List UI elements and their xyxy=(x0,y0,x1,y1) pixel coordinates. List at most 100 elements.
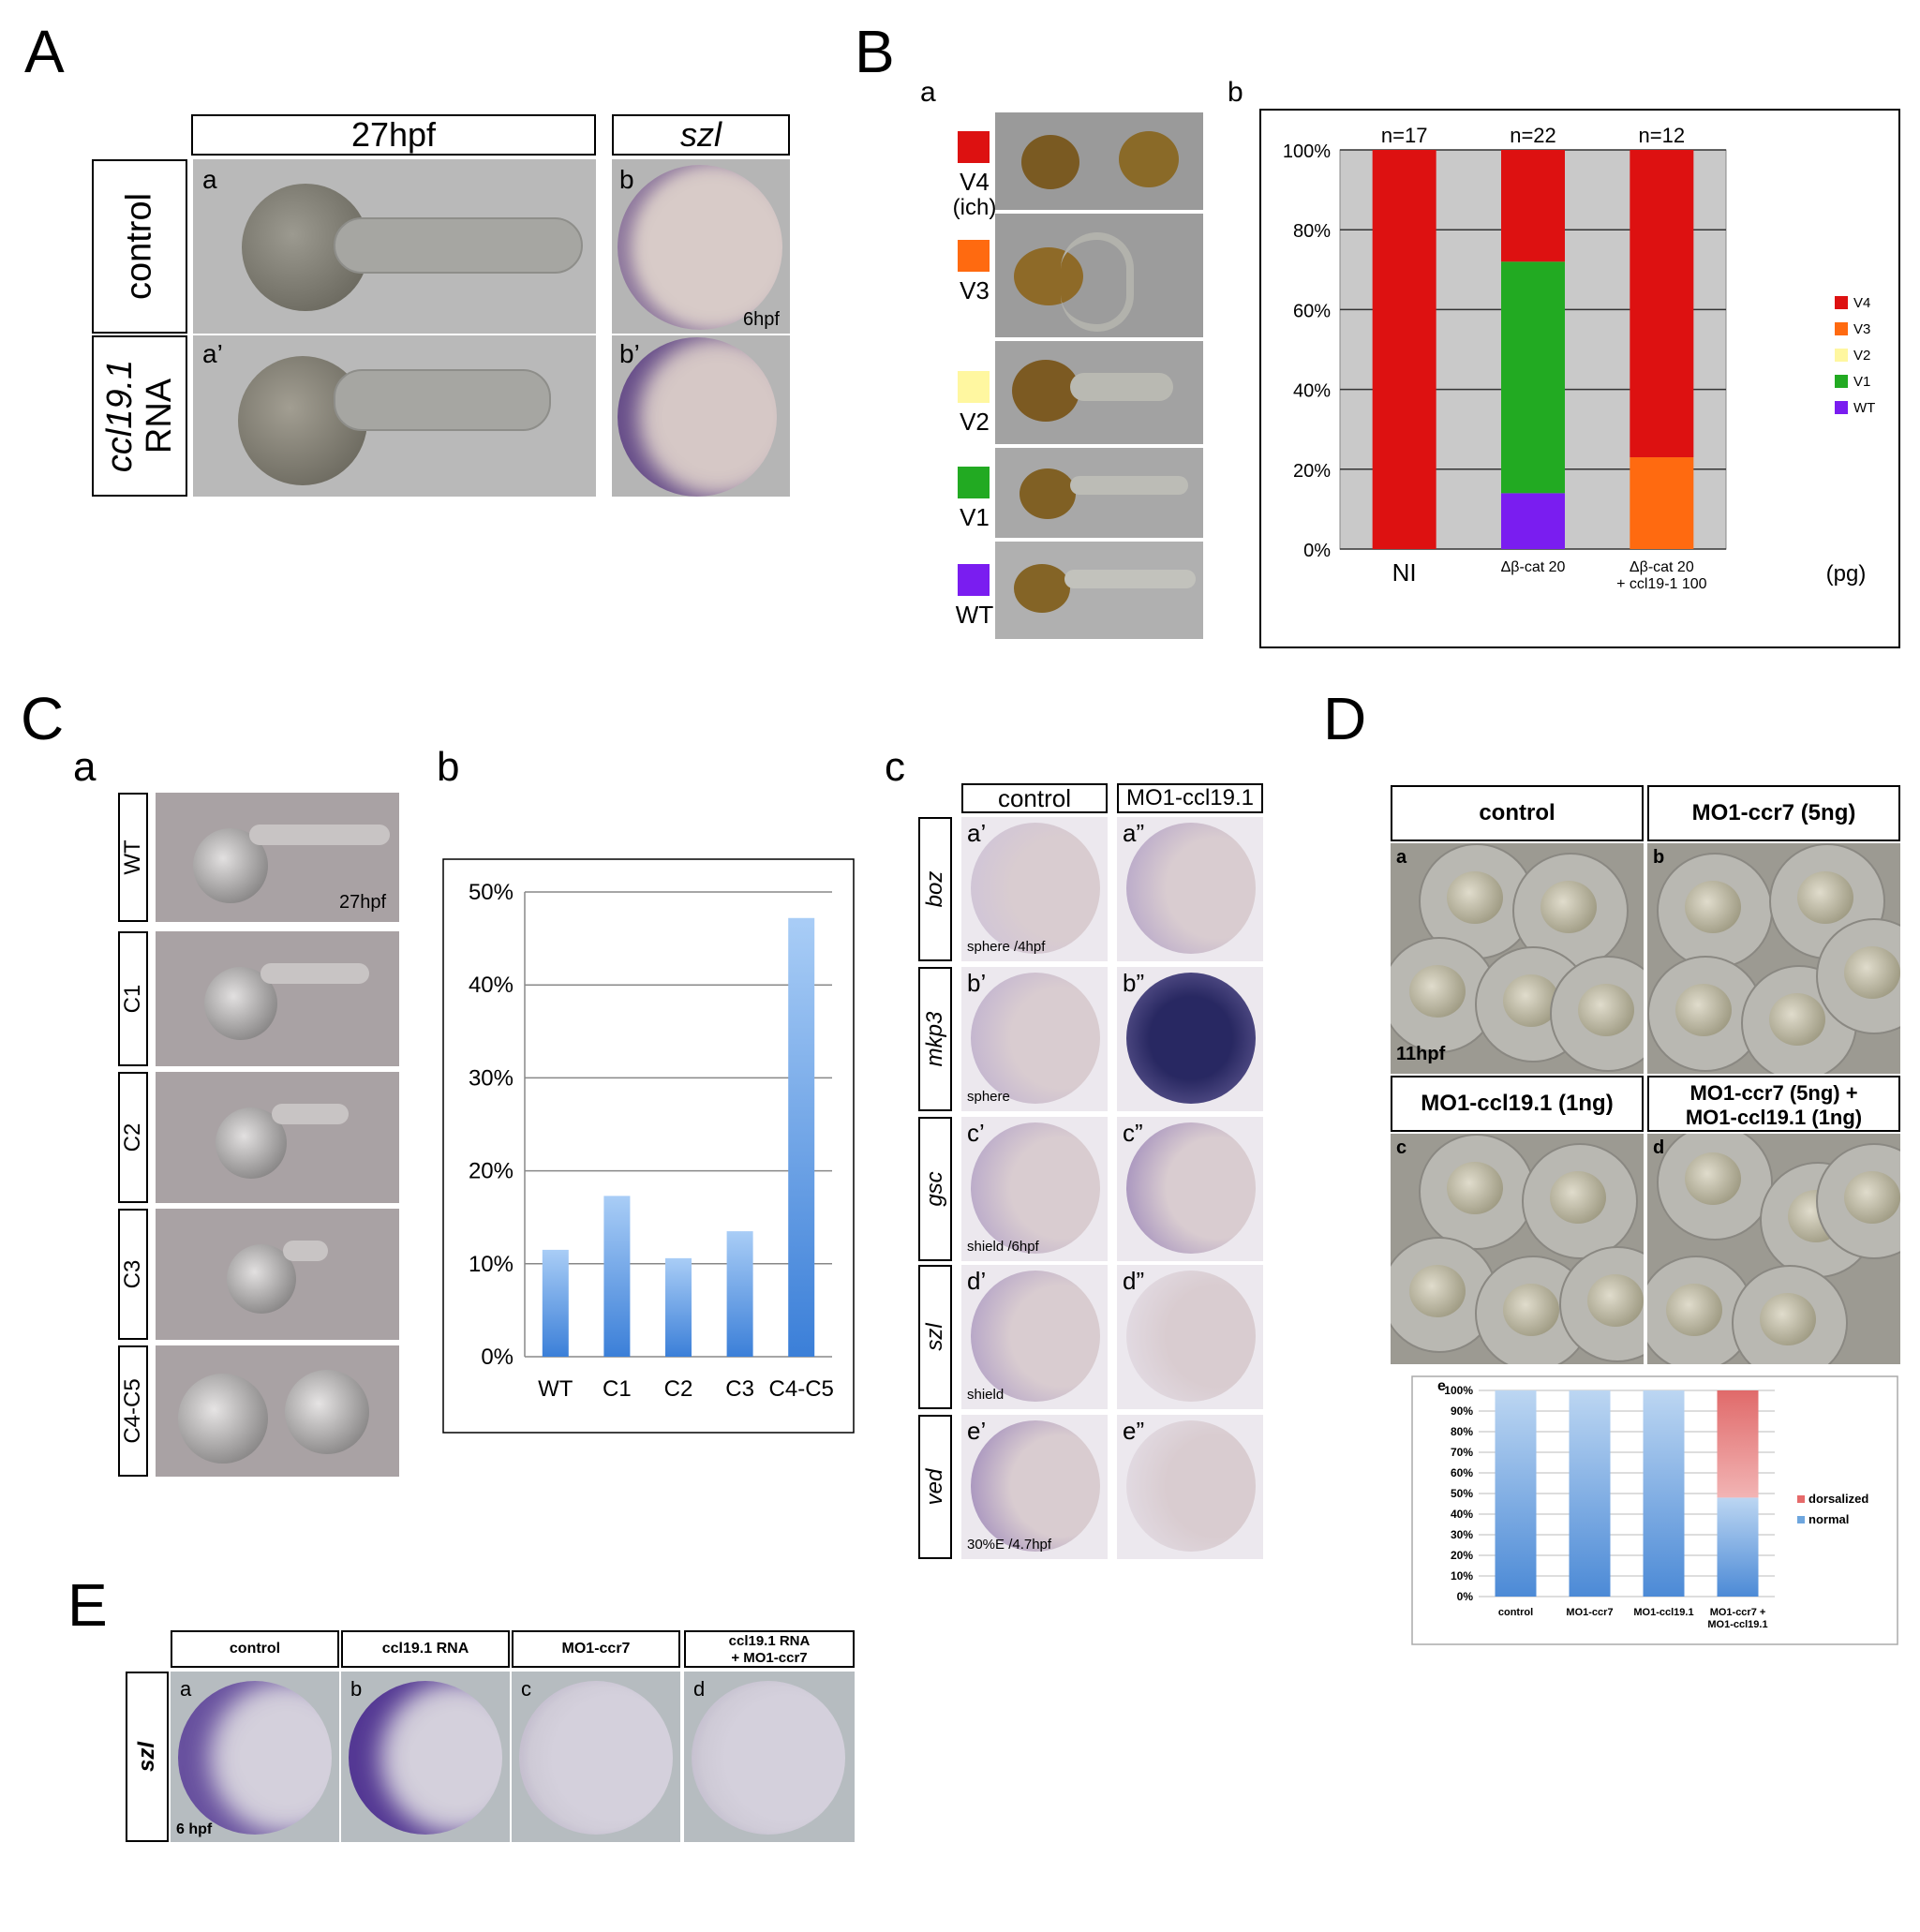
panel-d-photo-c: c xyxy=(1391,1134,1644,1364)
panel-d-header-mo1-ccr7: MO1-ccr7 (5ng) xyxy=(1647,785,1900,841)
panel-a-letter: A xyxy=(24,18,65,85)
panel-e-header-combo: ccl19.1 RNA + MO1-ccr7 xyxy=(684,1630,855,1668)
chart-b-bar-wt xyxy=(1501,493,1565,549)
panel-b-chart: 0% 20% 40% 60% 80% 100% n=17 NI n=22 Δβ-cat 20 n=1… xyxy=(1259,109,1900,648)
panel-c-c-photo-right-2: c” xyxy=(1117,1117,1263,1261)
chart-b-bar-v4 xyxy=(1372,150,1436,549)
panel-a-photo-b-prime: b’ xyxy=(612,335,790,497)
chart-b-bar-v3 xyxy=(1630,457,1694,549)
chart-b-legend-label: V3 xyxy=(1853,321,1870,337)
chart-b-count: n=12 xyxy=(1639,124,1686,147)
chart-c-ytick: 10% xyxy=(469,1252,513,1277)
panel-c-sub-a: a xyxy=(73,744,97,790)
chart-d-ytick: 80% xyxy=(1451,1425,1473,1438)
chart-d-ytick: 50% xyxy=(1451,1487,1473,1500)
chart-b-ytick: 40% xyxy=(1293,381,1331,402)
panel-c-c-photo-right-1: b” xyxy=(1117,967,1263,1111)
panel-c-c-header-control: control xyxy=(961,783,1108,813)
chart-d-ytick: 30% xyxy=(1451,1528,1473,1541)
panel-e-header-ccl19-rna: ccl19.1 RNA xyxy=(341,1630,510,1668)
chart-d-xlabel: MO1-ccr7 xyxy=(1566,1607,1613,1618)
chart-c-ytick: 30% xyxy=(469,1065,513,1091)
panel-c-row-c1: C1 xyxy=(118,931,148,1066)
panel-a-row-ccl19-rna: ccl19.1 RNA xyxy=(92,335,187,497)
panel-c-photo-c2 xyxy=(156,1072,399,1203)
chart-b-legend-label: V1 xyxy=(1853,374,1870,390)
panel-c-c-stage: shield xyxy=(967,1387,1005,1403)
chart-c-bar xyxy=(665,1257,692,1357)
class-label-v2: V2 xyxy=(960,408,990,436)
panel-e-photo-b: b xyxy=(341,1672,510,1842)
chart-b-ytick: 60% xyxy=(1293,301,1331,321)
chart-d-ytick: 70% xyxy=(1451,1446,1473,1459)
chart-d-ytick: 100% xyxy=(1444,1384,1473,1397)
panel-c-sub-b: b xyxy=(437,744,460,790)
chart-d-bar-normal xyxy=(1643,1390,1685,1597)
chart-c-xlabel: C3 xyxy=(725,1376,754,1402)
chart-b-legend-swatch xyxy=(1835,322,1848,335)
panel-e-gene-box: szl xyxy=(126,1672,169,1842)
chart-b-ytick: 0% xyxy=(1303,541,1331,561)
chart-b-bar-v4 xyxy=(1630,150,1694,458)
panel-e-photo-c: c xyxy=(512,1672,680,1842)
chart-d-ytick: 0% xyxy=(1457,1590,1474,1603)
panel-e-letter: E xyxy=(67,1571,108,1639)
chart-b-xlabel: NI xyxy=(1392,558,1417,587)
chart-d-xlabel-line2: MO1-ccl19.1 xyxy=(1707,1619,1767,1630)
swatch-v3 xyxy=(958,240,990,272)
chart-d-ytick: 60% xyxy=(1451,1466,1473,1479)
chart-c-bar xyxy=(726,1231,753,1357)
panel-b-sub-b: b xyxy=(1228,77,1243,108)
panel-c-letter: C xyxy=(21,685,65,752)
panel-a-stage: 6hpf xyxy=(743,309,780,330)
panel-c-row-wt: WT xyxy=(118,793,148,922)
panel-c-c-photo-left-2: c’ shield /6hpf xyxy=(961,1117,1108,1261)
panel-c-photo-c3 xyxy=(156,1209,399,1340)
chart-b-legend-label: WT xyxy=(1853,400,1875,416)
class-label-v1: V1 xyxy=(960,503,990,531)
panel-c-c-photo-right-0: a” xyxy=(1117,817,1263,961)
chart-b-ytick: 80% xyxy=(1293,221,1331,242)
class-label-v3: V3 xyxy=(960,276,990,305)
panel-a-photo-a: a xyxy=(193,159,596,334)
panel-c-c-stage: sphere /4hpf xyxy=(967,939,1046,955)
panel-c-row-c3: C3 xyxy=(118,1209,148,1340)
chart-d-panel-label: e xyxy=(1437,1378,1446,1394)
panel-b-photo-v3 xyxy=(995,214,1203,337)
panel-d-stage: 11hpf xyxy=(1396,1044,1446,1064)
chart-c-ytick: 40% xyxy=(469,973,513,998)
chart-b-legend-label: V2 xyxy=(1853,348,1870,364)
panel-a-row2-rna: RNA xyxy=(140,378,179,454)
chart-d-ytick: 90% xyxy=(1451,1404,1473,1418)
panel-c-c-stage: shield /6hpf xyxy=(967,1239,1039,1255)
class-label-v4: V4 (ich) xyxy=(952,168,997,220)
chart-c-xlabel: C1 xyxy=(603,1376,632,1402)
panel-c-c-gene-gsc: gsc xyxy=(918,1117,952,1261)
chart-c-bar xyxy=(788,917,815,1357)
panel-c-stage: 27hpf xyxy=(339,892,387,913)
panel-b-photo-wt xyxy=(995,542,1203,639)
panel-a-photo-b: b 6hpf xyxy=(612,159,790,334)
chart-c-frame xyxy=(442,858,855,1434)
panel-c-c-photo-left-3: d’ shield xyxy=(961,1265,1108,1409)
panel-d-letter: D xyxy=(1323,685,1367,752)
panel-c-c-photo-left-4: e’ 30%E /4.7hpf xyxy=(961,1415,1108,1559)
panel-a-header-szl: szl xyxy=(612,114,790,156)
chart-c-ytick: 20% xyxy=(469,1159,513,1184)
chart-d-legend-label: dorsalized xyxy=(1808,1492,1868,1506)
chart-b-xlabel: Δβ-cat 20 xyxy=(1501,559,1566,575)
chart-b-legend-label: V4 xyxy=(1853,295,1870,311)
chart-d-bar-normal xyxy=(1717,1497,1759,1597)
chart-d-ytick: 20% xyxy=(1451,1549,1473,1562)
panel-e-stage: 6 hpf xyxy=(176,1821,213,1837)
panel-e-photo-d: d xyxy=(684,1672,855,1842)
panel-d-chart: e 0% 10% 20% 30% 40% 50% 60% 70% 80% 90% 100% contro… xyxy=(1411,1375,1898,1645)
panel-c-photo-c4-c5 xyxy=(156,1345,399,1477)
chart-b-legend-swatch xyxy=(1835,401,1848,414)
chart-d-xlabel: MO1-ccl19.1 xyxy=(1633,1607,1693,1618)
chart-b-ytick: 20% xyxy=(1293,461,1331,482)
chart-d-ytick: 10% xyxy=(1451,1569,1473,1583)
panel-d-header-combo: MO1-ccr7 (5ng) + MO1-ccl19.1 (1ng) xyxy=(1647,1076,1900,1132)
chart-b-unit: (pg) xyxy=(1826,561,1867,587)
